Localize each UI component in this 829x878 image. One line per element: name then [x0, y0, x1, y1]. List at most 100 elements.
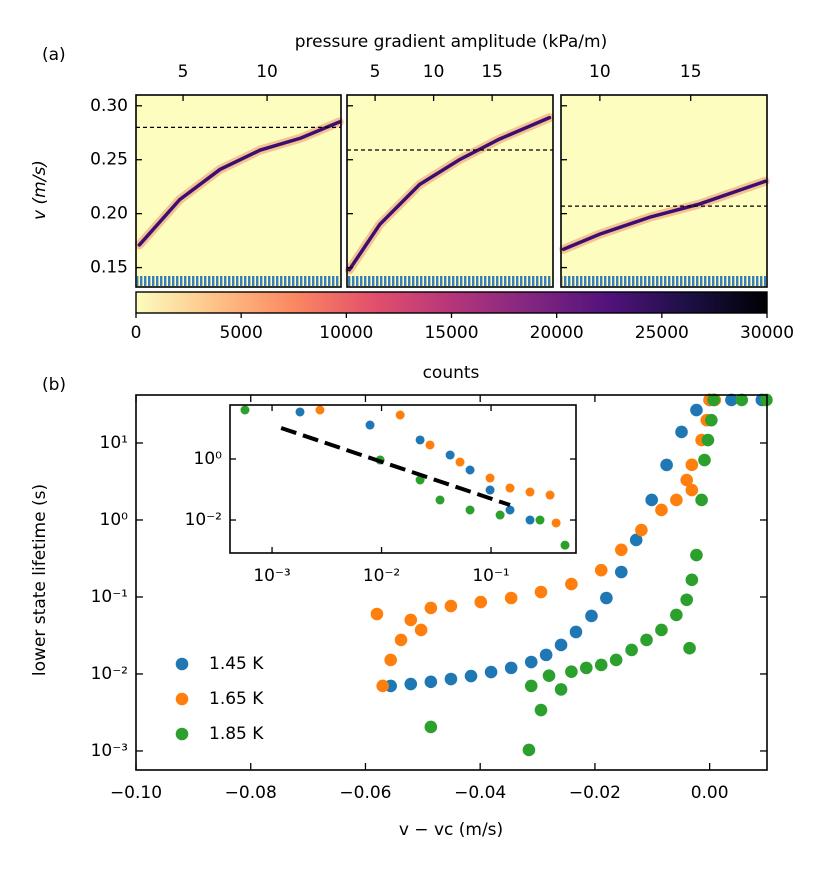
data-point	[539, 648, 553, 662]
legend-marker	[175, 692, 189, 706]
inset-point	[415, 435, 425, 445]
y-tick-label: 0.15	[90, 258, 128, 278]
legend-label: 1.65 K	[209, 689, 264, 709]
legend-label: 1.45 K	[209, 654, 264, 674]
inset-x-tick-label: 10⁻¹	[472, 566, 509, 586]
rug	[562, 276, 766, 286]
legend-marker	[175, 727, 189, 741]
data-point	[370, 607, 384, 621]
inset-point	[505, 483, 515, 493]
data-point	[554, 638, 568, 652]
data-point	[404, 613, 418, 627]
x-tick-label: 15	[481, 62, 503, 82]
x-tick-label: −0.10	[110, 783, 162, 803]
inset-point	[465, 465, 475, 475]
data-point	[424, 601, 438, 615]
data-point	[701, 433, 715, 447]
data-point	[444, 599, 458, 613]
data-point	[565, 665, 578, 679]
data-point	[670, 608, 683, 622]
inset-y-tick-label: 10⁰	[194, 449, 223, 469]
colorbar-tick-label: 0	[131, 323, 142, 343]
data-point	[424, 720, 438, 734]
inset-point	[485, 485, 495, 495]
data-point	[625, 643, 638, 657]
inset-point	[425, 440, 435, 450]
data-point	[680, 473, 693, 487]
data-point	[614, 565, 628, 579]
fit-line	[280, 426, 511, 507]
inset-point	[545, 490, 555, 500]
data-point	[640, 633, 653, 647]
rug	[348, 276, 552, 286]
data-point	[534, 585, 548, 599]
colorbar-tick-label: 10000	[319, 323, 373, 343]
x-tick-label: −0.02	[569, 783, 621, 803]
colorbar-tick-label: 30000	[740, 323, 794, 343]
data-point	[569, 625, 583, 639]
data-point	[609, 653, 623, 667]
plot-frame	[135, 394, 768, 771]
data-point	[735, 393, 749, 407]
inset-point	[315, 405, 325, 415]
rug	[137, 276, 340, 286]
inset-point	[415, 475, 425, 485]
data-point	[554, 683, 568, 696]
x-tick-label: 0.00	[691, 783, 729, 803]
inset-point	[495, 510, 505, 520]
inset-point	[455, 457, 465, 467]
x-tick-label: −0.04	[454, 783, 506, 803]
x-tick-label: 10	[589, 62, 611, 82]
panel-label: (a)	[42, 45, 66, 65]
data-point	[707, 393, 720, 407]
y-tick-label: 10⁰	[100, 510, 129, 530]
data-point	[565, 577, 578, 591]
y-tick-label: 10⁻²	[91, 664, 128, 684]
inset-x-tick-label: 10⁻³	[253, 566, 290, 586]
colorbar-tick-label: 15000	[424, 323, 478, 343]
panel-frame	[560, 94, 768, 288]
y-tick-label: 0.20	[90, 204, 128, 224]
data-point	[614, 543, 628, 557]
heatmap-panel	[136, 95, 341, 287]
inset-point	[445, 450, 455, 460]
data-point	[629, 533, 643, 547]
y-tick-label: 0.30	[90, 96, 128, 116]
inset-frame	[229, 404, 577, 554]
data-point	[683, 641, 696, 655]
data-point	[384, 653, 397, 667]
data-point	[660, 458, 673, 472]
inset-point	[240, 405, 250, 415]
panel-frame	[346, 94, 554, 288]
inset-point	[551, 518, 561, 528]
x-tick-label: 15	[680, 62, 702, 82]
inset-point	[505, 505, 515, 515]
data-point	[504, 661, 518, 675]
data-point	[594, 658, 608, 672]
y-tick-label: 0.25	[90, 150, 128, 170]
data-point	[424, 675, 438, 689]
data-point	[444, 672, 458, 686]
data-point	[670, 493, 683, 507]
colorbar-label: counts	[423, 363, 480, 383]
data-point	[464, 669, 478, 683]
data-point	[414, 623, 428, 637]
y-tick-label: 10⁻³	[91, 741, 128, 761]
data-point	[680, 593, 693, 607]
colorbar-tick-label: 25000	[635, 323, 689, 343]
x-tick-label: −0.06	[339, 783, 391, 803]
x-tick-label: 5	[370, 62, 381, 82]
data-point	[504, 591, 518, 605]
colorbar-tick-label: 20000	[530, 323, 584, 343]
legend-marker	[175, 657, 189, 671]
panel-frame	[135, 94, 342, 288]
data-point	[725, 393, 738, 407]
y-tick-label: 10¹	[100, 433, 128, 453]
data-point	[635, 523, 648, 537]
trace	[347, 115, 552, 272]
panel-label: (b)	[42, 375, 66, 395]
colorbar	[135, 291, 768, 314]
legend-label: 1.85 K	[209, 724, 264, 744]
x-axis-title: v − vc (m/s)	[399, 820, 503, 840]
